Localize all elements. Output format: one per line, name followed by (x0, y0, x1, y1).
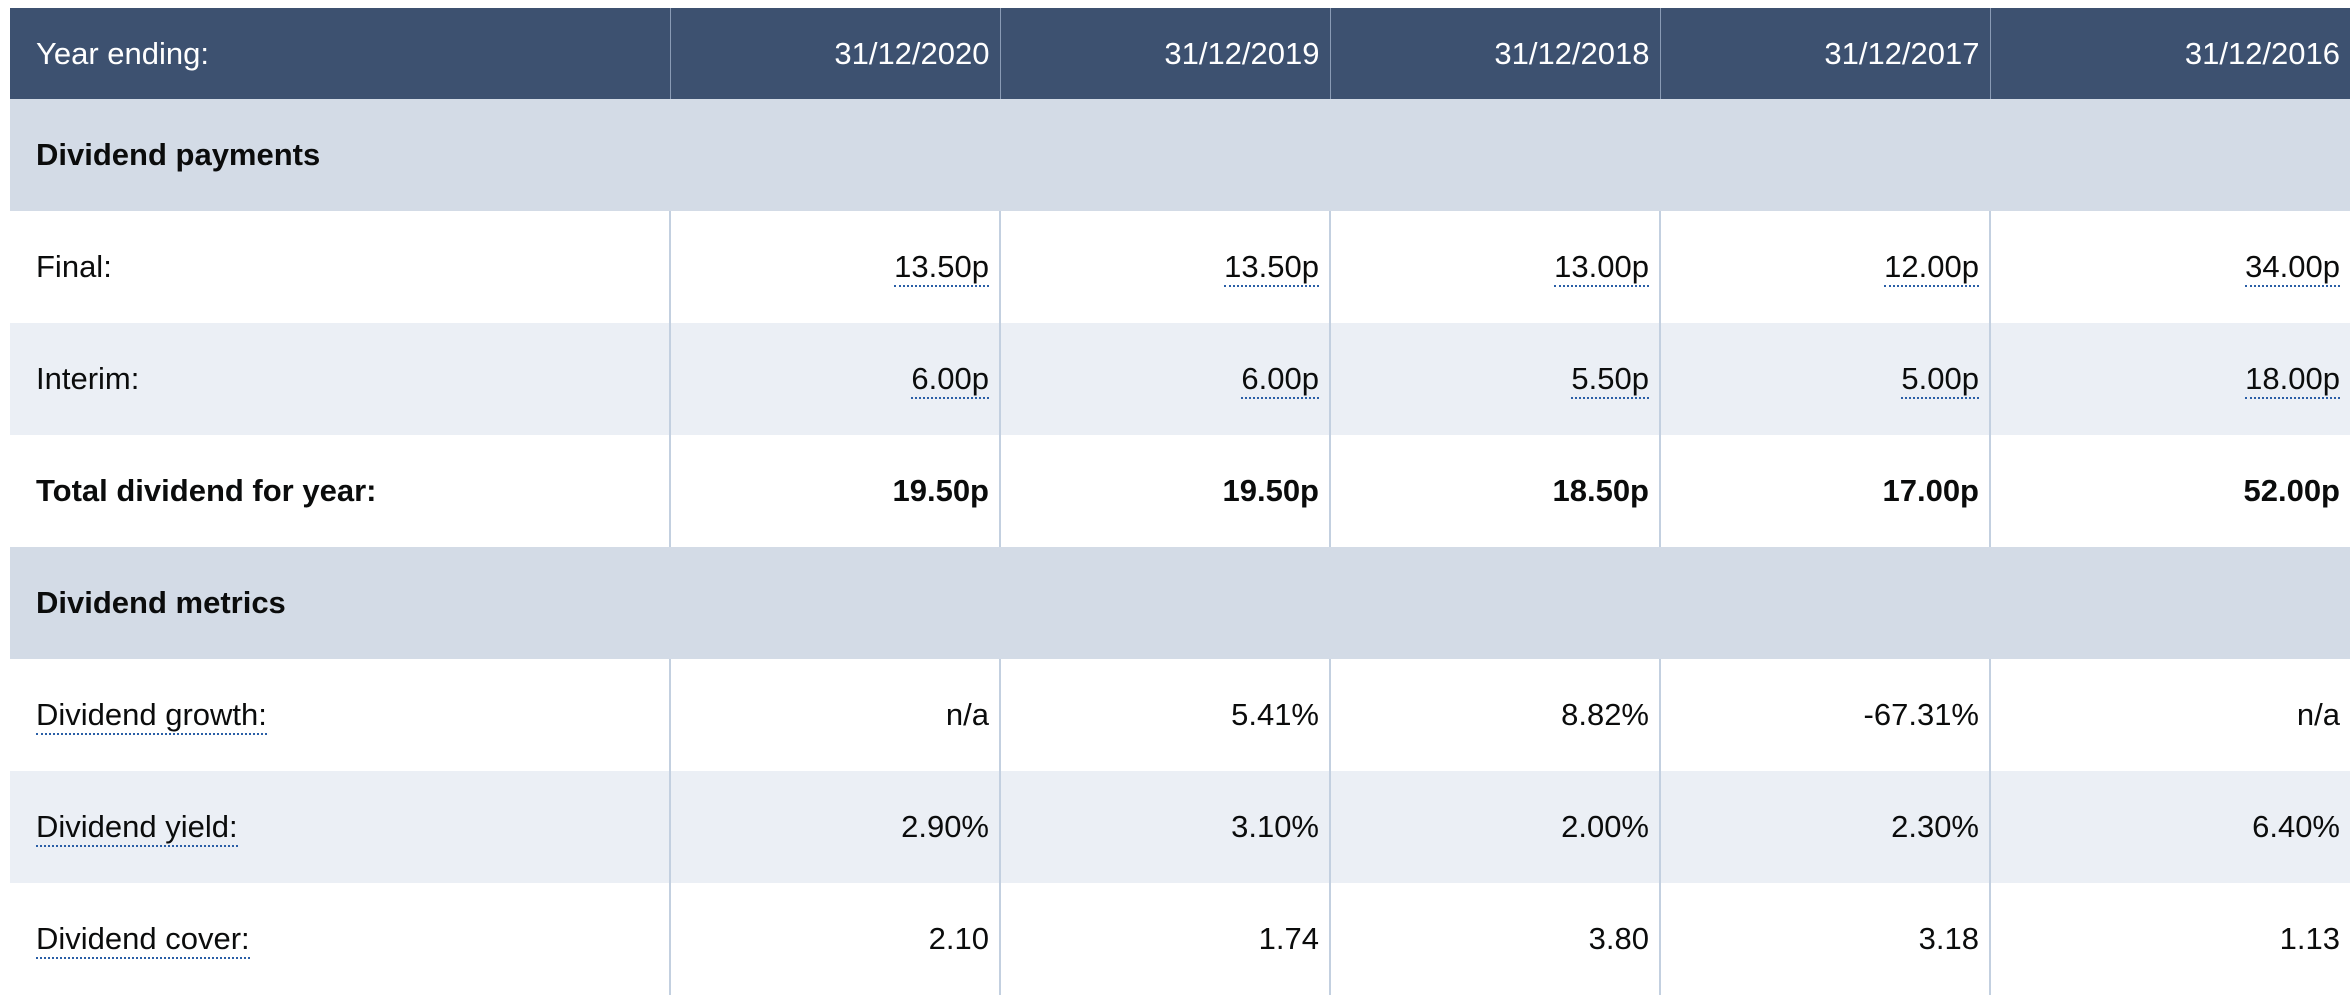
table-cell: 52.00p (1989, 435, 2350, 547)
table-cell: 2.00% (1329, 771, 1660, 883)
table-cell: n/a (1989, 659, 2350, 771)
table-row-total: Total dividend for year: 19.50p 19.50p 1… (10, 435, 2350, 547)
metric-label-link[interactable]: Dividend growth: (36, 697, 267, 735)
value-link[interactable]: 13.50p (1224, 249, 1319, 287)
year-header: 31/12/2016 (1989, 8, 2350, 99)
table-row: Final: 13.50p 13.50p 13.00p 12.00p 34.00… (10, 211, 2350, 323)
table-header-row: Year ending: 31/12/2020 31/12/2019 31/12… (10, 8, 2350, 99)
table-cell: 1.13 (1989, 883, 2350, 995)
row-label: Interim: (36, 361, 140, 396)
year-header: 31/12/2020 (669, 8, 1000, 99)
table-row: Dividend growth: n/a 5.41% 8.82% -67.31%… (10, 659, 2350, 771)
table-cell: n/a (669, 659, 1000, 771)
table-cell: -67.31% (1659, 659, 1990, 771)
section-title: Dividend payments (36, 137, 321, 172)
section-header-row: Dividend payments (10, 99, 2350, 211)
value-link[interactable]: 34.00p (2245, 249, 2340, 287)
table-cell: 19.50p (669, 435, 1000, 547)
value-link[interactable]: 5.50p (1571, 361, 1649, 399)
table-cell: 17.00p (1659, 435, 1990, 547)
row-label: Final: (36, 249, 112, 284)
table-cell: 3.10% (999, 771, 1330, 883)
table-cell: 19.50p (999, 435, 1330, 547)
table-cell: 1.74 (999, 883, 1330, 995)
year-header: 31/12/2018 (1329, 8, 1660, 99)
dividend-table-container: Year ending: 31/12/2020 31/12/2019 31/12… (10, 8, 2350, 995)
table-cell: 2.10 (669, 883, 1000, 995)
section-title: Dividend metrics (36, 585, 286, 620)
metric-label-link[interactable]: Dividend yield: (36, 809, 238, 847)
table-cell: 5.41% (999, 659, 1330, 771)
section-header-row: Dividend metrics (10, 547, 2350, 659)
year-header: 31/12/2017 (1659, 8, 1990, 99)
table-cell: 2.30% (1659, 771, 1990, 883)
metric-label-link[interactable]: Dividend cover: (36, 921, 250, 959)
table-cell: 18.50p (1329, 435, 1660, 547)
table-row: Interim: 6.00p 6.00p 5.50p 5.00p 18.00p (10, 323, 2350, 435)
value-link[interactable]: 13.00p (1554, 249, 1649, 287)
value-link[interactable]: 18.00p (2245, 361, 2340, 399)
table-row: Dividend cover: 2.10 1.74 3.80 3.18 1.13 (10, 883, 2350, 995)
year-header: 31/12/2019 (999, 8, 1330, 99)
table-cell: 3.18 (1659, 883, 1990, 995)
value-link[interactable]: 12.00p (1884, 249, 1979, 287)
row-label: Total dividend for year: (36, 473, 377, 508)
value-link[interactable]: 5.00p (1901, 361, 1979, 399)
table-cell: 8.82% (1329, 659, 1660, 771)
table-cell: 6.40% (1989, 771, 2350, 883)
year-ending-label: Year ending: (36, 35, 209, 71)
table-cell: 2.90% (669, 771, 1000, 883)
table-row: Dividend yield: 2.90% 3.10% 2.00% 2.30% … (10, 771, 2350, 883)
dividend-table: Year ending: 31/12/2020 31/12/2019 31/12… (10, 8, 2350, 995)
value-link[interactable]: 13.50p (894, 249, 989, 287)
value-link[interactable]: 6.00p (911, 361, 989, 399)
value-link[interactable]: 6.00p (1241, 361, 1319, 399)
table-cell: 3.80 (1329, 883, 1660, 995)
